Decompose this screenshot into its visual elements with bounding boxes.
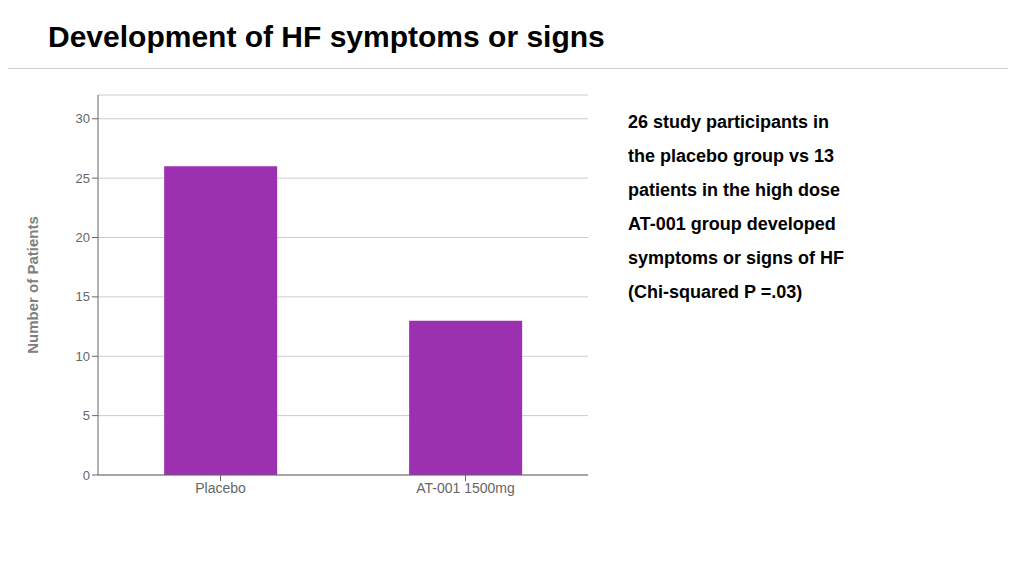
svg-text:10: 10	[76, 349, 90, 364]
svg-text:Number of Patients: Number of Patients	[24, 216, 41, 354]
html-text:26 study participants in: 26 study participants in	[628, 112, 830, 132]
svg-text:25: 25	[76, 171, 90, 186]
html-text:(Chi-squared P =.03): (Chi-squared P =.03)	[628, 282, 803, 302]
html-text:patients in the high dose: patients in the high dose	[628, 180, 840, 200]
html-text:Development of HF symptoms or: Development of HF symptoms or signs	[48, 20, 605, 53]
svg-text:AT-001 1500mg: AT-001 1500mg	[416, 480, 515, 496]
svg-text:30: 30	[76, 111, 90, 126]
html-text:AT-001 group developed: AT-001 group developed	[628, 214, 836, 234]
svg-text:Placebo: Placebo	[195, 480, 246, 496]
html-text:the placebo group vs 13: the placebo group vs 13	[628, 146, 835, 166]
svg-text:15: 15	[76, 289, 90, 304]
svg-text:0: 0	[83, 468, 90, 483]
html-text:symptoms or signs of HF: symptoms or signs of HF	[628, 248, 844, 268]
svg-text:5: 5	[83, 408, 90, 423]
svg-text:20: 20	[76, 230, 90, 245]
